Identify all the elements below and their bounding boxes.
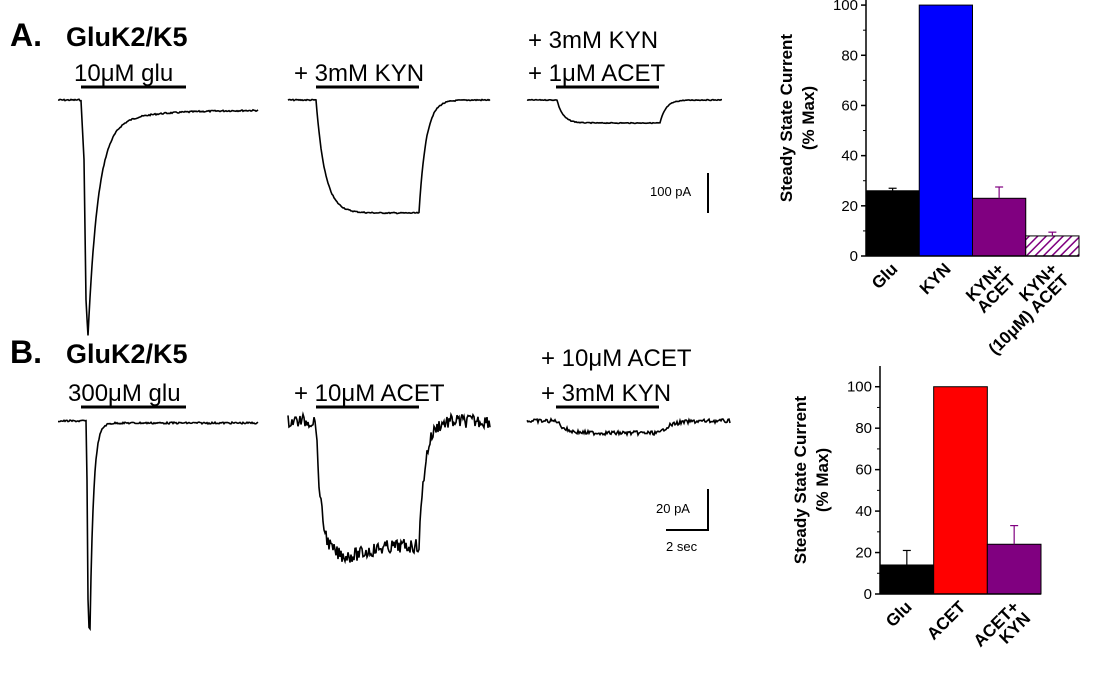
panel-a-condition-1: 10μM glu bbox=[74, 60, 174, 87]
y-axis-label: Steady State Current (% Max) bbox=[777, 34, 818, 202]
y-tick-label: 100 bbox=[833, 0, 858, 14]
y-axis-label: Steady State Current (% Max) bbox=[791, 396, 832, 564]
y-tick-label: 100 bbox=[847, 379, 872, 396]
bar-0 bbox=[879, 564, 935, 595]
bar-2 bbox=[986, 543, 1042, 595]
category-label-0: Glu bbox=[882, 597, 915, 630]
bar-1 bbox=[933, 386, 988, 595]
panel-a-condition-3-line2: + 1μM ACET bbox=[528, 60, 666, 87]
scalebar-b-y-label: 20 pA bbox=[656, 501, 690, 516]
panel-a-construct: GluK2/K5 bbox=[66, 22, 188, 52]
bar-1 bbox=[918, 4, 973, 257]
panel-b-letter: B. bbox=[10, 334, 42, 370]
panel-b-condition-3-line2: + 3mM KYN bbox=[541, 380, 672, 407]
panel-a-condition-2: + 3mM KYN bbox=[294, 60, 425, 87]
category-label-1: ACET bbox=[923, 597, 970, 644]
y-tick-label: 20 bbox=[855, 545, 872, 562]
y-tick-label: 0 bbox=[864, 586, 872, 603]
panel-a-letter: A. bbox=[10, 17, 42, 53]
panel-a-condition-3-line1: + 3mM KYN bbox=[528, 27, 659, 54]
y-tick-label: 40 bbox=[841, 148, 858, 165]
trace-a3 bbox=[526, 98, 722, 125]
trace-a2 bbox=[287, 98, 491, 215]
y-tick-label: 80 bbox=[855, 420, 872, 437]
y-tick-label: 60 bbox=[841, 97, 858, 114]
panel-b-condition-2: + 10μM ACET bbox=[294, 380, 445, 407]
trace-b1 bbox=[58, 419, 259, 632]
y-tick-label: 0 bbox=[850, 248, 858, 265]
panel-b-condition-3-line1: + 10μM ACET bbox=[541, 345, 692, 372]
trace-b2 bbox=[287, 411, 491, 565]
scalebar-b-x-label: 2 sec bbox=[666, 539, 698, 554]
trace-a1 bbox=[57, 98, 259, 336]
scalebar-a-label: 100 pA bbox=[650, 184, 692, 199]
panel-b-construct: GluK2/K5 bbox=[66, 339, 188, 369]
trace-b3 bbox=[526, 417, 731, 438]
y-tick-label: 60 bbox=[855, 462, 872, 479]
y-tick-label: 80 bbox=[841, 47, 858, 64]
category-label-2: ACET+KYN bbox=[970, 597, 1035, 662]
panel-b-condition-1: 300μM glu bbox=[68, 380, 181, 407]
y-tick-label: 20 bbox=[841, 198, 858, 215]
y-tick-label: 40 bbox=[855, 503, 872, 520]
